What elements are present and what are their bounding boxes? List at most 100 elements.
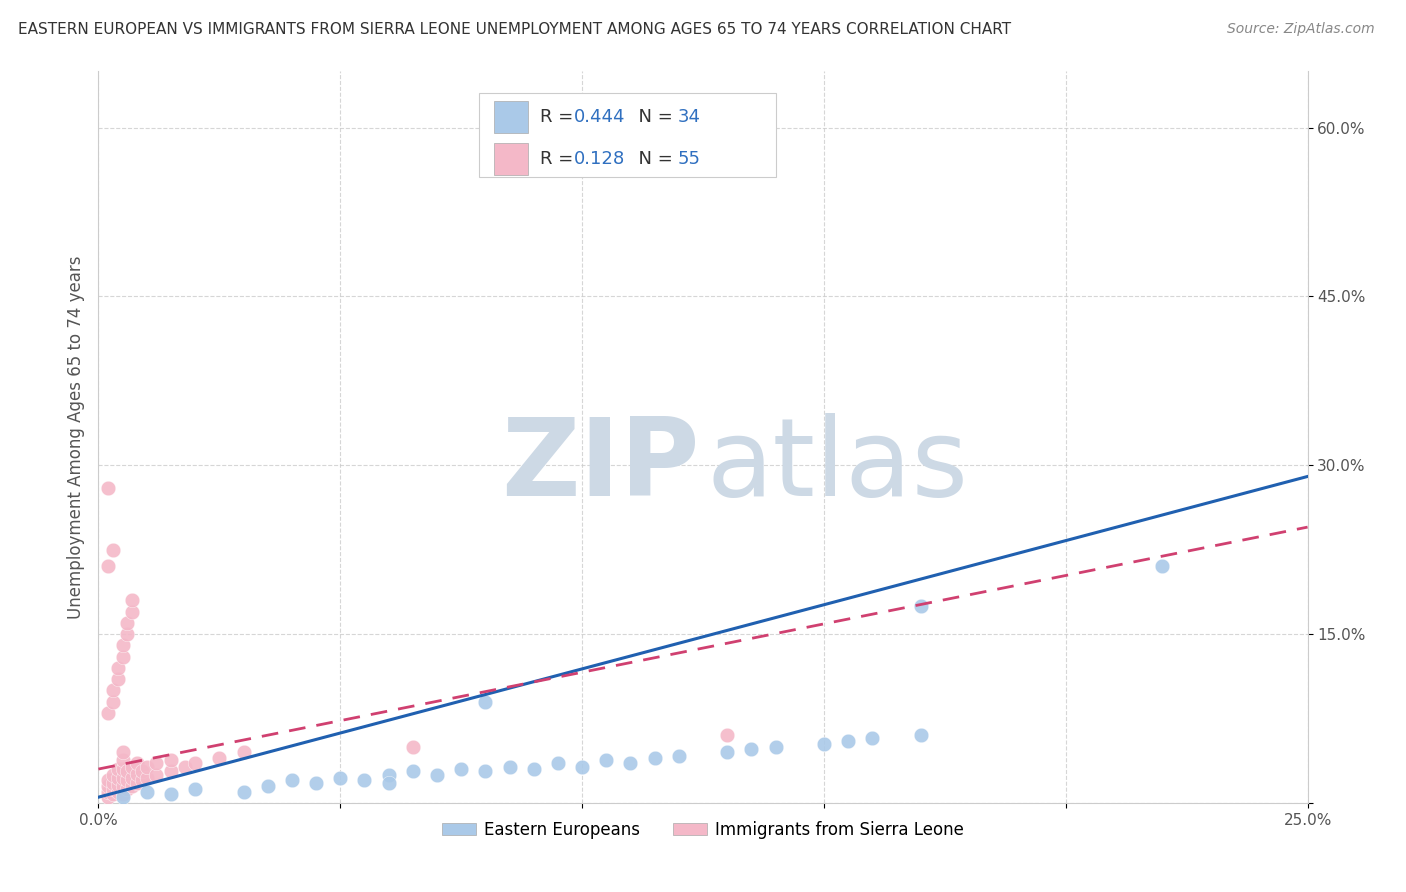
Point bbox=[97, 559, 120, 574]
Point bbox=[377, 775, 399, 789]
Point bbox=[107, 771, 129, 785]
Point bbox=[121, 760, 143, 774]
Point bbox=[910, 599, 932, 613]
Point bbox=[910, 728, 932, 742]
Point bbox=[135, 784, 157, 798]
Point bbox=[101, 683, 124, 698]
Text: 34: 34 bbox=[678, 108, 700, 126]
Point bbox=[305, 775, 328, 789]
Point bbox=[716, 728, 738, 742]
Point bbox=[111, 762, 134, 776]
Point bbox=[232, 745, 254, 759]
Text: EASTERN EUROPEAN VS IMMIGRANTS FROM SIERRA LEONE UNEMPLOYMENT AMONG AGES 65 TO 7: EASTERN EUROPEAN VS IMMIGRANTS FROM SIER… bbox=[18, 22, 1011, 37]
Point bbox=[160, 764, 183, 779]
Y-axis label: Unemployment Among Ages 65 to 74 years: Unemployment Among Ages 65 to 74 years bbox=[66, 255, 84, 619]
Text: ZIP: ZIP bbox=[501, 413, 699, 519]
Point bbox=[131, 773, 153, 788]
Point bbox=[145, 767, 167, 781]
Point bbox=[498, 760, 520, 774]
Point bbox=[101, 694, 124, 708]
Point bbox=[111, 790, 134, 805]
Point bbox=[117, 764, 139, 779]
Point bbox=[353, 773, 375, 788]
Point bbox=[97, 784, 120, 798]
Point bbox=[121, 593, 143, 607]
Point bbox=[131, 764, 153, 779]
Point bbox=[107, 784, 129, 798]
Point bbox=[97, 481, 120, 495]
Text: 55: 55 bbox=[678, 150, 700, 168]
Point bbox=[145, 756, 167, 771]
Point bbox=[121, 779, 143, 793]
Point bbox=[111, 771, 134, 785]
Text: R =: R = bbox=[540, 108, 579, 126]
Point bbox=[121, 771, 143, 785]
Point bbox=[450, 762, 472, 776]
Point bbox=[135, 771, 157, 785]
FancyBboxPatch shape bbox=[494, 101, 527, 133]
Point bbox=[1152, 559, 1174, 574]
Point bbox=[97, 706, 120, 720]
Point bbox=[281, 773, 304, 788]
Point bbox=[174, 760, 197, 774]
Point bbox=[619, 756, 641, 771]
Point bbox=[111, 649, 134, 664]
Point bbox=[644, 751, 666, 765]
Point bbox=[740, 741, 762, 756]
Point bbox=[474, 764, 496, 779]
Point bbox=[107, 778, 129, 792]
Point bbox=[127, 766, 149, 780]
Point bbox=[135, 760, 157, 774]
Point bbox=[184, 756, 207, 771]
Point bbox=[101, 787, 124, 801]
Point bbox=[402, 764, 425, 779]
Text: Source: ZipAtlas.com: Source: ZipAtlas.com bbox=[1227, 22, 1375, 37]
Point bbox=[107, 661, 129, 675]
Point bbox=[111, 638, 134, 652]
Point bbox=[256, 779, 278, 793]
Point bbox=[860, 731, 883, 745]
Point bbox=[111, 779, 134, 793]
Text: N =: N = bbox=[627, 150, 678, 168]
Text: 0.444: 0.444 bbox=[574, 108, 626, 126]
Point bbox=[426, 767, 449, 781]
Point bbox=[101, 782, 124, 797]
Point bbox=[127, 756, 149, 771]
Point bbox=[765, 739, 787, 754]
FancyBboxPatch shape bbox=[479, 94, 776, 178]
Point bbox=[329, 771, 352, 785]
Point bbox=[571, 760, 593, 774]
Point bbox=[668, 748, 690, 763]
Point bbox=[101, 767, 124, 781]
Point bbox=[377, 767, 399, 781]
Point bbox=[111, 787, 134, 801]
Point bbox=[595, 753, 617, 767]
Point bbox=[101, 542, 124, 557]
Point bbox=[208, 751, 231, 765]
Point bbox=[232, 784, 254, 798]
Text: atlas: atlas bbox=[707, 413, 969, 519]
Point bbox=[160, 753, 183, 767]
Point bbox=[837, 734, 859, 748]
Text: R =: R = bbox=[540, 150, 579, 168]
Point bbox=[97, 790, 120, 805]
Point bbox=[107, 672, 129, 686]
Point bbox=[107, 762, 129, 776]
Point bbox=[547, 756, 569, 771]
Point bbox=[117, 627, 139, 641]
Point bbox=[402, 739, 425, 754]
Point bbox=[127, 775, 149, 789]
Point bbox=[111, 745, 134, 759]
Text: 0.128: 0.128 bbox=[574, 150, 624, 168]
Point bbox=[117, 773, 139, 788]
Point bbox=[160, 787, 183, 801]
Point bbox=[523, 762, 546, 776]
Point bbox=[474, 694, 496, 708]
Point bbox=[184, 782, 207, 797]
Point bbox=[117, 615, 139, 630]
FancyBboxPatch shape bbox=[494, 143, 527, 175]
Point bbox=[117, 782, 139, 797]
Text: N =: N = bbox=[627, 108, 678, 126]
Point bbox=[813, 737, 835, 751]
Legend: Eastern Europeans, Immigrants from Sierra Leone: Eastern Europeans, Immigrants from Sierr… bbox=[436, 814, 970, 846]
